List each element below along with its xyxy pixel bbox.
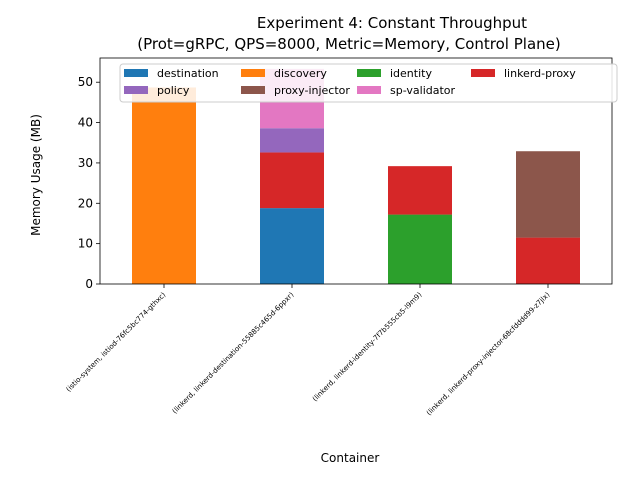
legend-label-proxy-injector: proxy-injector	[274, 84, 350, 97]
plot-area: 0 10 20 30 40 50 (istio-system, istiod-76fc5bc…	[65, 57, 618, 418]
legend-swatch-discovery	[241, 69, 265, 77]
x-tick-label-1: (linkerd, linkerd-destination-55885c465d…	[171, 291, 296, 416]
legend-label-linkerd-proxy: linkerd-proxy	[504, 67, 576, 80]
x-tick-label-2: (linkerd, linkerd-identity-7f7b555cb5-l9…	[311, 291, 424, 404]
x-axis-label: Container	[321, 451, 380, 465]
y-tick-label-40: 40	[78, 116, 93, 130]
bar-destination-1	[260, 208, 324, 284]
y-tick-label-20: 20	[78, 196, 93, 210]
legend-swatch-linkerd-proxy	[471, 69, 495, 77]
bar-linkerd-proxy-2	[388, 166, 452, 215]
chart-subtitle: (Prot=gRPC, QPS=8000, Metric=Memory, Con…	[137, 35, 560, 53]
x-tick-label-0: (istio-system, istiod-76fc5bc774-gthxc)	[65, 291, 168, 394]
legend-swatch-sp-validator	[357, 86, 381, 94]
y-tick-label-50: 50	[78, 75, 93, 89]
y-axis-label: Memory Usage (MB)	[29, 114, 43, 236]
legend-swatch-policy	[124, 86, 148, 94]
legend-swatch-destination	[124, 69, 148, 77]
bar-discovery-0	[132, 87, 196, 284]
legend-swatch-proxy-injector	[241, 86, 265, 94]
legend-label-policy: policy	[157, 84, 190, 97]
legend-label-sp-validator: sp-validator	[390, 84, 456, 97]
y-tick-label-10: 10	[78, 237, 93, 251]
x-tick-label-3: (linkerd, linkerd-proxy-injector-68cfddd…	[425, 291, 552, 418]
bar-identity-2	[388, 214, 452, 284]
legend-label-destination: destination	[157, 67, 219, 80]
bar-policy-1	[260, 128, 324, 153]
legend: destination discovery identity linkerd-prox…	[119, 63, 618, 103]
y-tick-label-0: 0	[85, 277, 93, 291]
legend-swatch-identity	[357, 69, 381, 77]
bar-linkerd-proxy-3	[516, 237, 580, 284]
y-tick-label-30: 30	[78, 156, 93, 170]
chart-title: Experiment 4: Constant Throughput	[257, 14, 527, 32]
legend-label-identity: identity	[390, 67, 432, 80]
axes-frame	[99, 57, 613, 285]
bar-linkerd-proxy-1	[260, 152, 324, 209]
legend-label-discovery: discovery	[274, 67, 327, 80]
bar-proxy-injector-3	[516, 151, 580, 238]
